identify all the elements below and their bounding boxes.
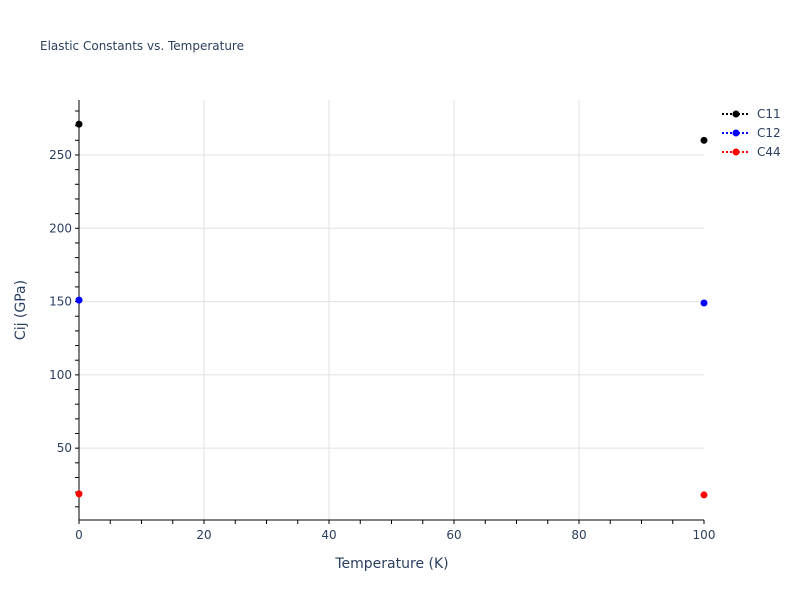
legend-item-c11[interactable]: C11	[722, 107, 781, 121]
chart-title: Elastic Constants vs. Temperature	[40, 39, 244, 53]
y-tick-label: 250	[49, 148, 72, 162]
x-tick-label: 20	[196, 528, 211, 542]
x-axis-label: Temperature (K)	[334, 556, 448, 572]
point-c11	[75, 120, 83, 128]
legend-label: C44	[757, 145, 781, 159]
legend-marker	[732, 148, 740, 156]
point-c12	[75, 296, 83, 304]
x-tick-label: 0	[75, 528, 83, 542]
legend-item-c12[interactable]: C12	[722, 126, 781, 140]
data-points	[75, 120, 708, 499]
legend-marker	[732, 129, 740, 137]
legend-label: C12	[757, 126, 781, 140]
y-tick-label: 200	[49, 221, 72, 235]
y-tick-label: 100	[49, 368, 72, 382]
legend-item-c44[interactable]: C44	[722, 145, 781, 159]
x-tick-label: 100	[693, 528, 716, 542]
point-c44	[700, 491, 708, 499]
gridlines	[79, 100, 704, 520]
y-tick-label: 50	[57, 441, 72, 455]
x-tick-label: 80	[571, 528, 586, 542]
legend-marker	[732, 110, 740, 118]
axes: 0 20 40 60 80 100 50 100 150 200 250	[49, 100, 715, 542]
point-c44	[75, 490, 83, 498]
x-tick-label: 60	[446, 528, 461, 542]
y-axis-label: Cij (GPa)	[13, 280, 29, 340]
y-tick-label: 150	[49, 295, 72, 309]
point-c11	[700, 136, 708, 144]
legend[interactable]: C11 C12 C44	[722, 107, 781, 159]
x-tick-label: 40	[321, 528, 336, 542]
point-c12	[700, 299, 708, 307]
legend-label: C11	[757, 107, 781, 121]
